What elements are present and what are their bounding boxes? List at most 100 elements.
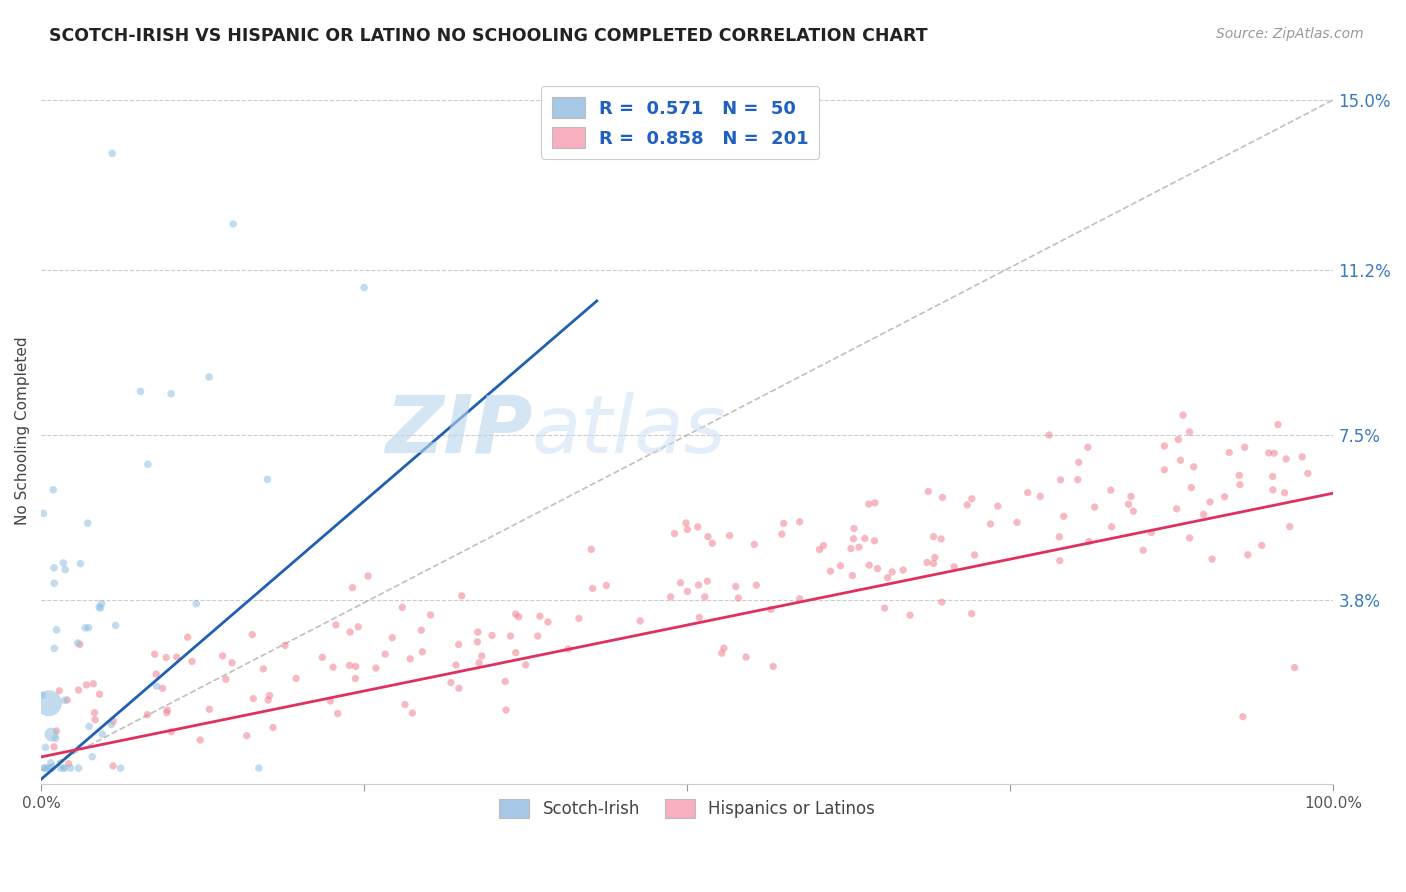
Point xyxy=(891,563,914,577)
Point xyxy=(45,724,67,739)
Point xyxy=(262,721,284,735)
Point xyxy=(381,631,404,645)
Point xyxy=(42,739,65,754)
Point xyxy=(494,674,516,689)
Point xyxy=(160,386,183,401)
Point xyxy=(247,761,270,775)
Point xyxy=(87,600,110,615)
Point xyxy=(82,749,104,764)
Point xyxy=(104,618,127,632)
Point xyxy=(52,556,75,570)
Point xyxy=(76,516,98,531)
Point xyxy=(411,623,433,637)
Point xyxy=(676,523,699,537)
Point xyxy=(319,694,342,708)
Point xyxy=(274,638,297,652)
Point xyxy=(188,733,211,747)
Point xyxy=(32,507,55,521)
Point xyxy=(1257,446,1279,460)
Point xyxy=(1236,548,1258,562)
Point xyxy=(676,584,699,599)
Point xyxy=(960,607,983,621)
Point xyxy=(1119,489,1142,503)
Point xyxy=(1296,467,1319,481)
Point xyxy=(353,280,375,294)
Point xyxy=(468,656,491,670)
Point xyxy=(873,601,896,615)
Point xyxy=(1192,508,1215,522)
Point xyxy=(467,625,489,640)
Point xyxy=(136,457,159,471)
Point xyxy=(339,625,361,640)
Point xyxy=(48,683,70,698)
Point xyxy=(1232,709,1254,723)
Point xyxy=(101,759,124,773)
Point xyxy=(1005,516,1028,530)
Point xyxy=(929,532,952,546)
Point xyxy=(568,611,591,625)
Point xyxy=(1067,455,1090,469)
Point xyxy=(347,620,370,634)
Point xyxy=(1077,534,1099,549)
Point xyxy=(45,623,67,637)
Point xyxy=(960,491,983,506)
Point xyxy=(103,714,125,729)
Point xyxy=(75,621,97,635)
Point xyxy=(1132,543,1154,558)
Point xyxy=(759,602,782,616)
Point xyxy=(1122,504,1144,518)
Point xyxy=(69,637,91,651)
Point xyxy=(1182,459,1205,474)
Point xyxy=(145,667,167,681)
Point xyxy=(311,650,333,665)
Point xyxy=(152,681,174,696)
Point xyxy=(110,761,132,775)
Point xyxy=(1284,660,1306,674)
Point xyxy=(325,618,347,632)
Point xyxy=(129,384,152,399)
Point xyxy=(858,497,880,511)
Point xyxy=(659,590,682,604)
Point xyxy=(839,541,862,556)
Point xyxy=(1218,445,1240,459)
Point xyxy=(943,559,966,574)
Y-axis label: No Schooling Completed: No Schooling Completed xyxy=(15,336,30,524)
Point xyxy=(91,727,114,741)
Point xyxy=(508,610,530,624)
Point xyxy=(156,703,179,717)
Point xyxy=(1227,468,1250,483)
Point xyxy=(419,607,441,622)
Point xyxy=(917,484,939,499)
Point xyxy=(842,532,865,546)
Point xyxy=(285,672,308,686)
Point xyxy=(848,540,870,554)
Point xyxy=(713,641,735,656)
Point xyxy=(1047,530,1070,544)
Point xyxy=(160,724,183,739)
Point xyxy=(176,630,198,644)
Point xyxy=(166,650,188,665)
Point xyxy=(32,761,55,775)
Point xyxy=(1278,519,1301,533)
Point xyxy=(75,678,97,692)
Point xyxy=(515,657,537,672)
Point xyxy=(1180,481,1202,495)
Point xyxy=(813,539,835,553)
Point xyxy=(742,537,765,551)
Point xyxy=(1178,531,1201,545)
Point xyxy=(364,661,387,675)
Point xyxy=(557,642,579,657)
Point xyxy=(820,564,842,578)
Point xyxy=(628,614,651,628)
Point xyxy=(1049,554,1071,568)
Point xyxy=(1167,433,1189,447)
Point xyxy=(789,515,811,529)
Point xyxy=(1153,463,1175,477)
Point xyxy=(724,579,747,593)
Point xyxy=(450,589,472,603)
Point xyxy=(181,654,204,668)
Point xyxy=(696,574,718,589)
Point xyxy=(686,520,709,534)
Point xyxy=(1229,477,1251,491)
Point xyxy=(56,693,79,707)
